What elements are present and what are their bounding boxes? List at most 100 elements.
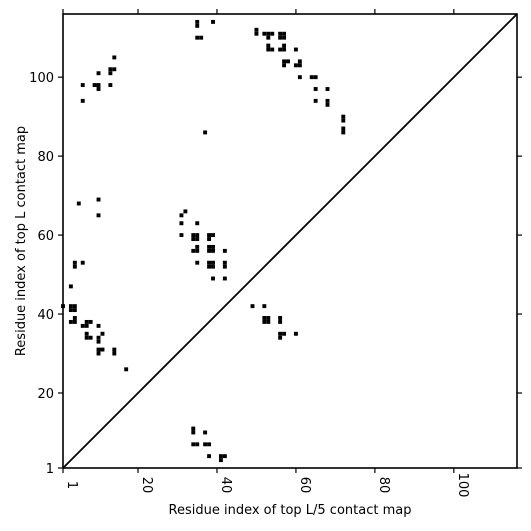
y-tick-label: 60 (37, 229, 54, 244)
contact-point-lower (88, 335, 93, 340)
contact-point-lower (211, 260, 215, 265)
contact-point-lower (195, 237, 200, 241)
contact-point-upper (325, 98, 330, 103)
contact-point-upper (325, 102, 330, 107)
contact-point-lower (195, 248, 200, 253)
contact-point-lower (207, 264, 212, 269)
contact-point-upper (341, 126, 346, 131)
contact-point-upper (92, 83, 97, 88)
diagonal-line (62, 13, 518, 469)
contact-point-upper (282, 47, 287, 52)
contact-marks (61, 19, 346, 463)
contact-point-lower (191, 426, 196, 431)
contact-point-upper (112, 67, 117, 72)
x-tick-label: 1 (64, 481, 79, 489)
contact-point-lower (191, 430, 196, 435)
contact-point-upper (96, 87, 101, 91)
contact-point-upper (80, 83, 85, 88)
contact-point-lower (203, 442, 208, 447)
contact-point-lower (179, 213, 184, 218)
contact-point-lower (96, 347, 101, 352)
contact-point-lower (207, 248, 212, 253)
contact-point-lower (207, 233, 212, 238)
contact-point-lower (211, 233, 215, 238)
contact-point-upper (211, 19, 215, 24)
contact-point-upper (195, 23, 200, 28)
contact-point-upper (203, 130, 208, 135)
contact-point-upper (96, 71, 101, 76)
contact-point-upper (325, 87, 330, 91)
contact-point-lower (179, 233, 184, 238)
contact-point-upper (297, 59, 302, 64)
contact-point-upper (282, 43, 287, 48)
contact-point-lower (278, 319, 283, 324)
contact-point-lower (207, 237, 212, 241)
contact-point-lower (211, 244, 215, 249)
contact-point-lower (72, 319, 77, 324)
contact-point-upper (278, 35, 283, 40)
contact-point-lower (222, 248, 227, 253)
contact-point-upper (254, 27, 259, 32)
contact-point-lower (84, 335, 89, 340)
contact-point-lower (262, 319, 267, 324)
contact-point-upper (278, 31, 283, 36)
contact-point-lower (96, 339, 101, 344)
contact-point-lower (207, 442, 212, 447)
contact-point-upper (108, 67, 113, 72)
contact-point-lower (84, 319, 89, 324)
contact-point-lower (207, 244, 212, 249)
x-tick-label: 20 (139, 477, 154, 494)
contact-point-lower (278, 335, 283, 340)
contact-point-lower (68, 319, 73, 324)
contact-point-upper (293, 63, 298, 68)
contact-point-lower (68, 284, 73, 289)
contact-point-lower (222, 260, 227, 265)
contact-point-upper (341, 118, 346, 123)
contact-point-upper (266, 47, 271, 52)
contact-point-lower (68, 308, 73, 313)
contact-point-lower (195, 244, 200, 249)
contact-point-upper (195, 35, 200, 40)
contact-point-lower (84, 331, 89, 336)
contact-point-upper (282, 31, 287, 36)
contact-point-lower (191, 233, 196, 238)
contact-point-lower (96, 335, 101, 340)
contact-point-lower (222, 264, 227, 269)
contact-point-lower (72, 304, 77, 309)
contact-point-lower (207, 260, 212, 265)
contact-point-lower (211, 276, 215, 281)
y-axis-label: Residue index of top L contact map (14, 126, 29, 356)
contact-point-lower (266, 316, 271, 320)
contact-point-upper (108, 83, 113, 88)
x-tick-label: 40 (218, 477, 233, 494)
plot-frame (62, 13, 518, 469)
contact-point-upper (293, 47, 298, 52)
contact-point-lower (72, 308, 77, 313)
contact-point-lower (195, 442, 200, 447)
contact-point-upper (96, 83, 101, 88)
contact-point-upper (266, 31, 271, 36)
contact-point-lower (211, 248, 215, 253)
x-tick-label: 100 (455, 473, 470, 498)
contact-point-lower (211, 264, 215, 269)
contact-point-lower (191, 248, 196, 253)
contact-point-lower (80, 323, 85, 328)
contact-point-upper (297, 63, 302, 68)
contact-point-upper (282, 35, 287, 40)
contact-point-upper (297, 75, 302, 80)
contact-point-lower (250, 304, 255, 309)
contact-point-lower (191, 237, 196, 241)
y-tick-label: 40 (37, 308, 54, 323)
contact-point-upper (266, 35, 271, 40)
contact-point-lower (207, 454, 212, 459)
contact-point-upper (313, 75, 318, 80)
contact-point-upper (270, 47, 275, 52)
contact-point-upper (254, 31, 259, 36)
contact-point-lower (76, 201, 81, 206)
contact-point-lower (72, 260, 77, 265)
x-axis-label: Residue index of top L/5 contact map (169, 503, 412, 518)
contact-point-lower (100, 347, 105, 352)
contact-point-lower (96, 351, 101, 356)
contact-point-upper (266, 43, 271, 48)
